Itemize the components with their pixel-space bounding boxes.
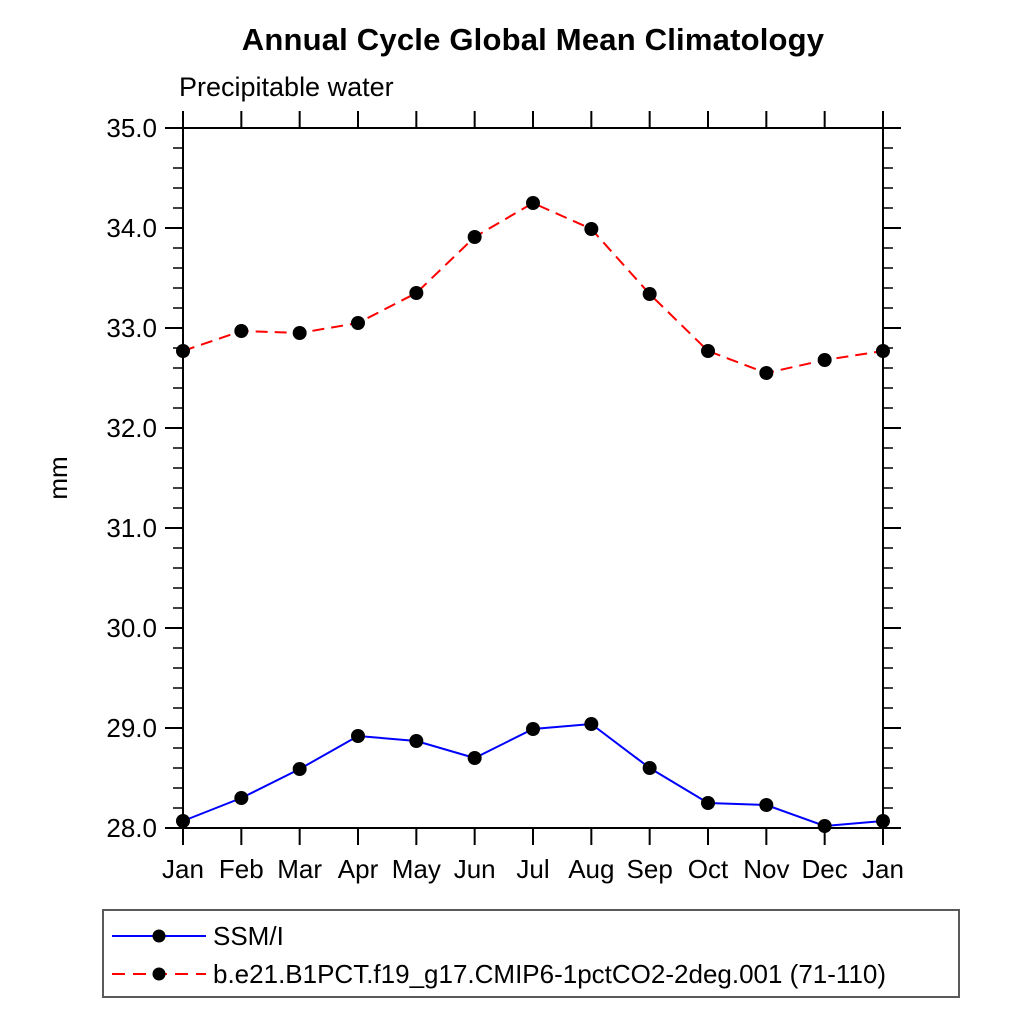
legend-sample-ssmi xyxy=(112,929,206,943)
data-point-marker xyxy=(526,722,540,736)
data-point-marker xyxy=(526,196,540,210)
data-series xyxy=(176,196,890,833)
chart-subtitle: Precipitable water xyxy=(179,72,394,102)
x-tick-label: Sep xyxy=(627,854,673,884)
x-tick-label: Jan xyxy=(162,854,204,884)
series-0 xyxy=(176,717,890,833)
data-point-marker xyxy=(876,814,890,828)
data-point-marker xyxy=(351,316,365,330)
data-point-marker xyxy=(642,761,657,775)
y-tick-label: 30.0 xyxy=(106,613,157,643)
legend-sample-model xyxy=(112,967,206,981)
x-tick-label: Dec xyxy=(802,854,848,884)
data-point-marker xyxy=(817,819,832,833)
x-tick-label: Aug xyxy=(568,854,614,884)
data-point-marker xyxy=(642,287,657,301)
x-tick-label: Apr xyxy=(338,854,379,884)
series-1 xyxy=(176,196,890,380)
legend-label-ssmi: SSM/I xyxy=(213,920,284,951)
data-point-marker xyxy=(759,366,774,380)
data-point-marker xyxy=(234,791,249,805)
series-line-1 xyxy=(182,201,884,375)
legend-row-ssmi: SSM/I xyxy=(109,917,958,955)
y-tick-label: 32.0 xyxy=(106,413,157,443)
data-point-marker xyxy=(176,344,190,358)
y-tick-label: 33.0 xyxy=(106,313,157,343)
data-point-marker xyxy=(467,751,482,765)
data-point-marker xyxy=(584,717,599,731)
data-point-marker xyxy=(351,729,365,743)
x-tick-label: Jan xyxy=(862,854,904,884)
data-point-marker xyxy=(876,344,890,358)
x-tick-label: May xyxy=(392,854,441,884)
data-point-marker xyxy=(292,326,307,340)
data-point-marker xyxy=(584,222,599,236)
x-tick-label: Jul xyxy=(516,854,549,884)
data-point-marker xyxy=(817,353,832,367)
data-point-marker xyxy=(759,798,774,812)
legend-label-model: b.e21.B1PCT.f19_g17.CMIP6-1pctCO2-2deg.0… xyxy=(213,958,887,989)
data-point-marker xyxy=(701,344,715,358)
y-tick-label: 35.0 xyxy=(106,113,157,143)
y-tick-label: 28.0 xyxy=(106,813,157,843)
x-tick-label: Mar xyxy=(277,854,322,884)
axes: Jan Feb Mar Apr May Jun Jul Aug Sep Oct Nov Dec Jan2… xyxy=(106,111,904,884)
data-point-marker xyxy=(701,796,715,810)
chart-title: Annual Cycle Global Mean Climatology xyxy=(241,22,825,57)
data-point-marker xyxy=(292,762,307,776)
y-tick-label: 29.0 xyxy=(106,713,157,743)
legend-marker-icon xyxy=(152,967,166,981)
y-tick-label: 31.0 xyxy=(106,513,157,543)
data-point-marker xyxy=(409,286,424,300)
data-point-marker xyxy=(234,324,249,338)
legend-row-model: b.e21.B1PCT.f19_g17.CMIP6-1pctCO2-2deg.0… xyxy=(109,955,958,993)
data-point-marker xyxy=(409,734,424,748)
x-tick-label: Feb xyxy=(219,854,264,884)
data-point-marker xyxy=(467,230,482,244)
legend-marker-icon xyxy=(152,929,166,943)
x-tick-label: Oct xyxy=(688,854,729,884)
y-tick-label: 34.0 xyxy=(106,213,157,243)
x-tick-label: Jun xyxy=(454,854,496,884)
y-axis-label: mm xyxy=(43,456,73,499)
series-line-0 xyxy=(182,722,884,828)
x-tick-label: Nov xyxy=(743,854,789,884)
legend-box: SSM/I b.e21.B1PCT.f19_g17.CMIP6-1pctCO2-… xyxy=(102,909,960,998)
data-point-marker xyxy=(176,814,190,828)
